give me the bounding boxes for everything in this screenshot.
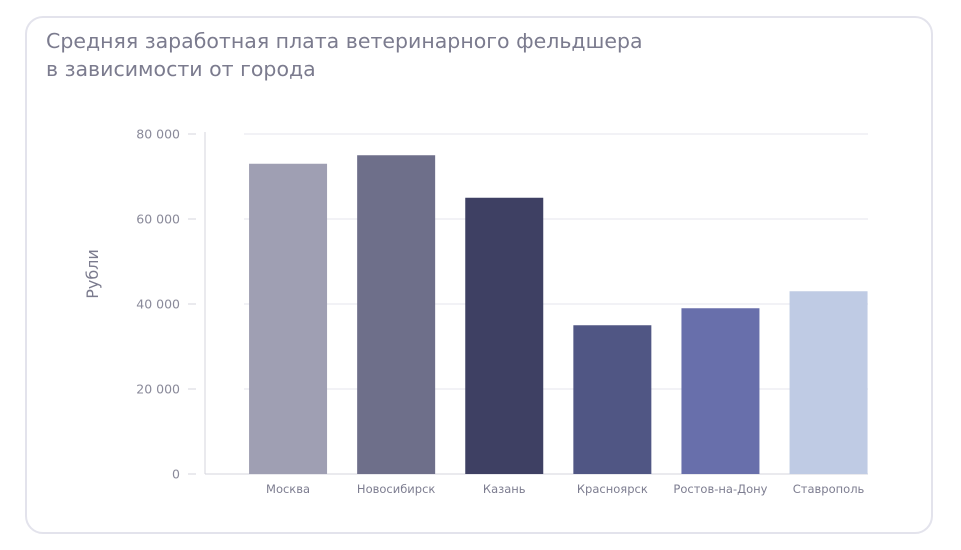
y-tick-label: 40 000 (136, 297, 180, 312)
y-tick-label: 20 000 (136, 382, 180, 397)
bar (357, 155, 436, 474)
chart-title-line-2: в зависимости от города (46, 57, 316, 81)
chart-title: Средняя заработная плата ветеринарного ф… (46, 27, 746, 83)
bar (249, 163, 328, 474)
bar (465, 197, 544, 474)
bar (573, 325, 652, 474)
x-tick-label: Новосибирск (357, 482, 435, 496)
x-tick-label: Красноярск (577, 482, 648, 496)
gridlines (244, 133, 868, 390)
bar (789, 291, 868, 474)
bar (681, 308, 760, 474)
x-tick-label: Ставрополь (793, 482, 865, 496)
x-tick-label: Ростов-на-Дону (673, 482, 767, 496)
y-axis-label: Рубли (83, 249, 102, 299)
x-tick-label: Казань (483, 482, 526, 496)
x-tick-label: Москва (266, 482, 310, 496)
tick-labels: 0 20 000 40 000 60 000 80 000 Москва Новосибир… (136, 127, 864, 497)
bars (249, 155, 868, 474)
y-tick-label: 60 000 (136, 212, 180, 227)
y-tick-label: 0 (172, 467, 180, 482)
chart-title-line-1: Средняя заработная плата ветеринарного ф… (46, 29, 643, 53)
y-tick-label: 80 000 (136, 127, 180, 142)
